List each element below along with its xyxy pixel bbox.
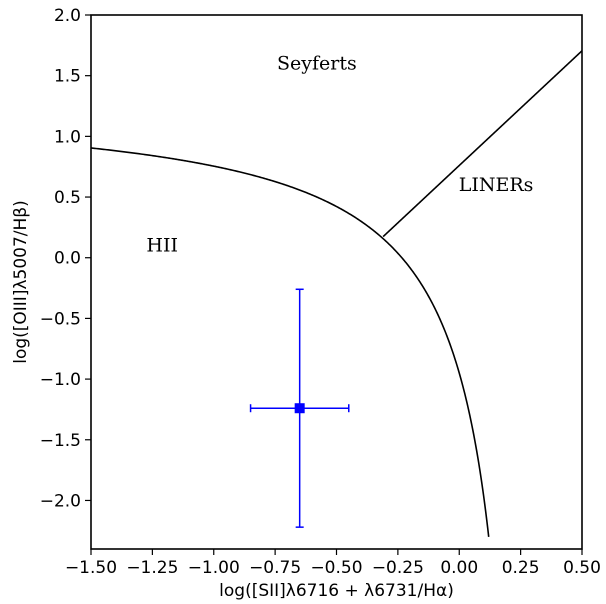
x-tick-label: −0.25: [372, 558, 424, 578]
y-tick-label: 0.5: [54, 188, 81, 208]
data-point: [249, 288, 350, 528]
x-axis-label: log([SII]λ6716 + λ6731/Hα): [219, 581, 454, 601]
region-labels: Seyferts LINERs HII: [146, 53, 533, 257]
plot-frame: [90, 14, 583, 550]
y-axis: −2.0 −1.5 −1.0 −0.5 0.0 0.5 1.0 1.5 2.0: [40, 6, 91, 511]
y-tick-label: 2.0: [54, 6, 81, 26]
region-label: LINERs: [459, 174, 534, 196]
curve-kewley-max-starburst: [91, 147, 490, 537]
y-tick-label: −1.5: [40, 431, 81, 451]
y-tick-label: 1.0: [54, 127, 81, 147]
x-tick-label: −0.75: [249, 558, 301, 578]
x-tick-label: −1.50: [65, 558, 117, 578]
x-tick-label: −1.25: [126, 558, 178, 578]
y-tick-label: 0.0: [54, 249, 81, 269]
x-tick-label: 0.50: [563, 558, 601, 578]
region-label: HII: [146, 235, 178, 257]
x-tick-label: 0.00: [440, 558, 478, 578]
y-tick-label: −1.0: [40, 370, 81, 390]
y-tick-label: −0.5: [40, 309, 81, 329]
curves-layer: [91, 50, 582, 537]
x-tick-label: 0.25: [502, 558, 540, 578]
x-tick-label: −0.50: [310, 558, 362, 578]
region-label: Seyferts: [277, 53, 357, 75]
curve-seyfert-liner-line: [382, 50, 582, 238]
y-tick-label: −2.0: [40, 491, 81, 511]
square-marker: [294, 403, 305, 414]
x-axis: −1.50 −1.25 −1.00 −0.75 −0.50 −0.25 0.00 0.25 0.…: [65, 549, 601, 578]
x-tick-label: −1.00: [188, 558, 240, 578]
y-axis-label: log([OIII]λ5007/Hβ): [11, 200, 31, 364]
y-tick-label: 1.5: [54, 67, 81, 87]
points-layer: [249, 288, 350, 528]
